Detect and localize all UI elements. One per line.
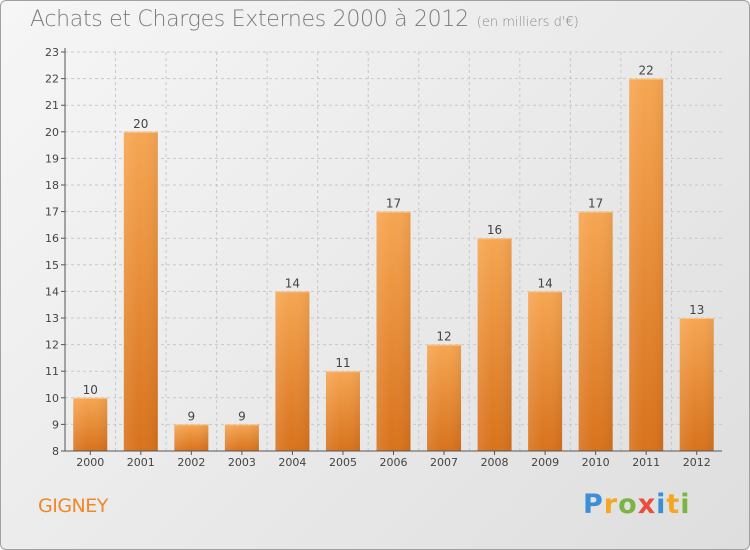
bars: 10 20 9 9 14 11 17 12 16 14 17 22 13 bbox=[73, 64, 714, 452]
bar-value-label: 20 bbox=[133, 117, 148, 131]
x-tick-label: 2004 bbox=[278, 456, 306, 469]
chart-unit: (en milliers d'€) bbox=[476, 15, 579, 30]
logo-letter: o bbox=[618, 489, 638, 520]
bar-value-label: 9 bbox=[188, 409, 196, 423]
bar-shade bbox=[578, 211, 613, 451]
y-tick-label: 16 bbox=[45, 232, 59, 245]
x-tick-label: 2002 bbox=[177, 456, 205, 469]
bar-value-label: 14 bbox=[537, 276, 552, 290]
logo-letter: i bbox=[656, 489, 667, 520]
bar-shade bbox=[224, 424, 259, 451]
x-tick-label: 2008 bbox=[481, 456, 509, 469]
y-tick-label: 15 bbox=[45, 259, 59, 272]
y-tick-label: 17 bbox=[45, 206, 59, 219]
bar-value-label: 10 bbox=[83, 383, 98, 397]
x-tick-label: 2011 bbox=[632, 456, 660, 469]
bar-value-label: 17 bbox=[588, 197, 603, 211]
bar-shade bbox=[528, 291, 563, 451]
y-tick-label: 13 bbox=[45, 312, 59, 325]
bar-value-label: 9 bbox=[238, 409, 246, 423]
y-tick-label: 22 bbox=[45, 73, 59, 86]
x-tick-label: 2009 bbox=[531, 456, 559, 469]
bar-value-label: 17 bbox=[386, 197, 401, 211]
bar-shade bbox=[123, 131, 158, 452]
y-tick-label: 10 bbox=[45, 392, 59, 405]
logo-letter: P bbox=[583, 489, 604, 520]
y-tick-label: 11 bbox=[45, 365, 59, 378]
bar-shade bbox=[679, 318, 714, 451]
bar-value-label: 16 bbox=[487, 223, 502, 237]
x-tick-label: 2010 bbox=[582, 456, 610, 469]
proxiti-logo[interactable]: Proxiti bbox=[583, 489, 691, 520]
bar-value-label: 12 bbox=[436, 330, 451, 344]
y-tick-label: 23 bbox=[45, 46, 59, 59]
bar-shade bbox=[325, 371, 360, 451]
bar-value-label: 14 bbox=[285, 276, 300, 290]
y-tick-label: 8 bbox=[52, 445, 59, 458]
logo-letter: r bbox=[603, 489, 619, 520]
bar-shade bbox=[427, 344, 462, 451]
logo-letter: t bbox=[666, 489, 681, 520]
logo-letter: i bbox=[680, 489, 691, 520]
x-tick-label: 2000 bbox=[76, 456, 104, 469]
bar-value-label: 22 bbox=[639, 64, 654, 78]
y-tick-label: 19 bbox=[45, 152, 59, 165]
axes: 8 9 10 11 12 13 14 15 16 17 18 19 20 21 22 23 2000 2001 20… bbox=[45, 46, 722, 469]
bar-value-label: 11 bbox=[335, 356, 350, 370]
x-tick-label: 2007 bbox=[430, 456, 458, 469]
y-tick-label: 12 bbox=[45, 339, 59, 352]
bar-shade bbox=[174, 424, 209, 451]
y-tick-label: 20 bbox=[45, 126, 59, 139]
bar-shade bbox=[275, 291, 310, 451]
chart-title-text: Achats et Charges Externes 2000 à 2012 bbox=[30, 7, 469, 32]
bar-shade bbox=[477, 238, 512, 451]
x-tick-label: 2012 bbox=[683, 456, 711, 469]
x-tick-label: 2003 bbox=[228, 456, 256, 469]
bar-shade bbox=[629, 78, 664, 451]
commune-name: GIGNEY bbox=[38, 495, 108, 517]
y-tick-label: 18 bbox=[45, 179, 59, 192]
bar-shade bbox=[73, 397, 108, 451]
logo-letter: x bbox=[637, 489, 657, 520]
bar-shade bbox=[376, 211, 411, 451]
y-tick-label: 14 bbox=[45, 285, 59, 298]
x-tick-label: 2001 bbox=[127, 456, 155, 469]
x-tick-label: 2006 bbox=[380, 456, 408, 469]
x-tick-label: 2005 bbox=[329, 456, 357, 469]
chart-title: Achats et Charges Externes 2000 à 2012 (e… bbox=[30, 7, 579, 32]
y-tick-label: 21 bbox=[45, 99, 59, 112]
bar-value-label: 13 bbox=[689, 303, 704, 317]
y-tick-label: 9 bbox=[52, 418, 59, 431]
